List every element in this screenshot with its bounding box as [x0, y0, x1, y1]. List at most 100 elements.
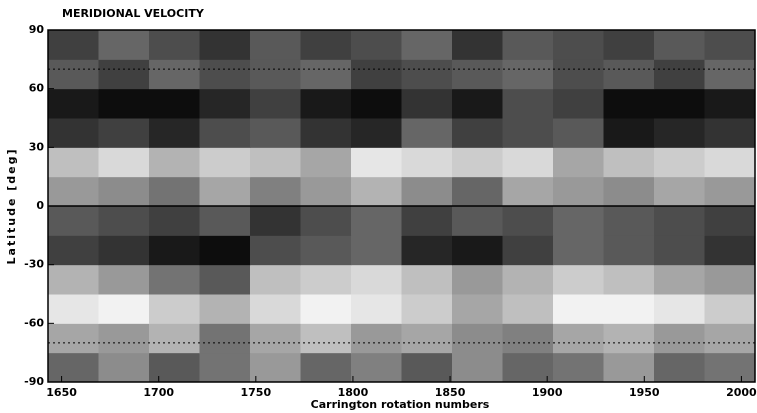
heatmap-cell: [149, 264, 200, 295]
heatmap-cell: [351, 147, 402, 178]
heatmap-cell: [704, 294, 756, 324]
heatmap-cell: [654, 176, 705, 207]
heatmap-cell: [48, 264, 99, 295]
heatmap-cell: [553, 118, 604, 148]
heatmap-cell: [603, 235, 655, 266]
heatmap-cell: [351, 59, 402, 90]
heatmap-cell: [98, 294, 150, 324]
heatmap-cell: [199, 235, 251, 266]
heatmap-cell: [250, 264, 301, 295]
heatmap-cell: [502, 352, 554, 383]
heatmap-cell: [553, 206, 604, 236]
x-tick-label: 1850: [435, 386, 466, 399]
heatmap-cell: [48, 235, 99, 266]
heatmap-cell: [603, 88, 655, 119]
x-tick-label: 1900: [532, 386, 563, 399]
heatmap-cell: [98, 118, 150, 148]
heatmap-cell: [250, 206, 301, 236]
heatmap-cell: [351, 206, 402, 236]
heatmap-cell: [603, 176, 655, 207]
heatmap-cell: [250, 294, 301, 324]
heatmap-cell: [401, 352, 453, 383]
heatmap-cell: [351, 323, 402, 354]
heatmap-cell: [654, 118, 705, 148]
heatmap-cell: [300, 30, 352, 60]
heatmap-cell: [250, 59, 301, 90]
heatmap-cell: [149, 147, 200, 178]
heatmap-cell: [401, 88, 453, 119]
heatmap-cell: [704, 30, 756, 60]
chart-title: MERIDIONAL VELOCITY: [62, 7, 205, 20]
heatmap-cell: [300, 59, 352, 90]
heatmap-cell: [149, 59, 200, 90]
heatmap-cell: [149, 235, 200, 266]
heatmap-cell: [502, 88, 554, 119]
heatmap-cell: [98, 206, 150, 236]
heatmap-cell: [502, 235, 554, 266]
heatmap-cell: [250, 352, 301, 383]
heatmap-cell: [351, 176, 402, 207]
heatmap-cell: [401, 176, 453, 207]
x-tick-label: 2000: [726, 386, 757, 399]
heatmap-cell: [553, 264, 604, 295]
x-tick-label: 1700: [143, 386, 174, 399]
y-tick-label: -60: [24, 316, 44, 329]
heatmap-cell: [654, 206, 705, 236]
heatmap-cell: [502, 118, 554, 148]
heatmap-cell: [452, 88, 503, 119]
heatmap-cell: [48, 59, 99, 90]
heatmap-cell: [502, 323, 554, 354]
heatmap-cell: [502, 147, 554, 178]
heatmap-cell: [401, 147, 453, 178]
heatmap-cell: [553, 59, 604, 90]
heatmap-cell: [603, 118, 655, 148]
heatmap-cell: [704, 147, 756, 178]
heatmap-cell: [654, 59, 705, 90]
heatmap-cell: [553, 294, 604, 324]
heatmap-cell: [654, 235, 705, 266]
heatmap-cell: [502, 206, 554, 236]
y-tick-label: 30: [29, 140, 45, 153]
heatmap-cell: [502, 264, 554, 295]
heatmap-cell: [48, 30, 99, 60]
heatmap-cell: [553, 30, 604, 60]
heatmap-cell: [502, 294, 554, 324]
heatmap-cell: [553, 88, 604, 119]
heatmap-cell: [48, 88, 99, 119]
heatmap-cell: [250, 176, 301, 207]
heatmap-cell: [401, 59, 453, 90]
heatmap-cell: [401, 30, 453, 60]
heatmap-cell: [502, 30, 554, 60]
heatmap-cell: [401, 264, 453, 295]
heatmap-cell: [250, 323, 301, 354]
heatmap-cell: [452, 176, 503, 207]
heatmap-cell: [704, 176, 756, 207]
heatmap-cell: [654, 352, 705, 383]
heatmap-cell: [98, 264, 150, 295]
heatmap-cell: [199, 323, 251, 354]
heatmap-cell: [98, 88, 150, 119]
heatmap-cell: [48, 206, 99, 236]
heatmap-cell: [199, 147, 251, 178]
heatmap-cell: [300, 147, 352, 178]
heatmap-cell: [98, 176, 150, 207]
heatmap-cell: [351, 294, 402, 324]
heatmap-cell: [704, 264, 756, 295]
heatmap-cell: [553, 147, 604, 178]
heatmap-cell: [48, 294, 99, 324]
heatmap-cell: [603, 30, 655, 60]
x-axis-label: Carrington rotation numbers: [311, 398, 490, 411]
heatmap-cell: [48, 147, 99, 178]
y-tick-label: -90: [24, 375, 44, 388]
heatmap-cell: [603, 59, 655, 90]
heatmap-cell: [704, 206, 756, 236]
heatmap-cell: [654, 294, 705, 324]
heatmap-cell: [149, 323, 200, 354]
y-tick-label: 90: [29, 23, 45, 36]
heatmap-cell: [553, 352, 604, 383]
heatmap-cell: [98, 323, 150, 354]
x-tick-label: 1650: [46, 386, 77, 399]
heatmap-cell: [48, 118, 99, 148]
heatmap-cell: [300, 206, 352, 236]
heatmap-cell: [98, 235, 150, 266]
